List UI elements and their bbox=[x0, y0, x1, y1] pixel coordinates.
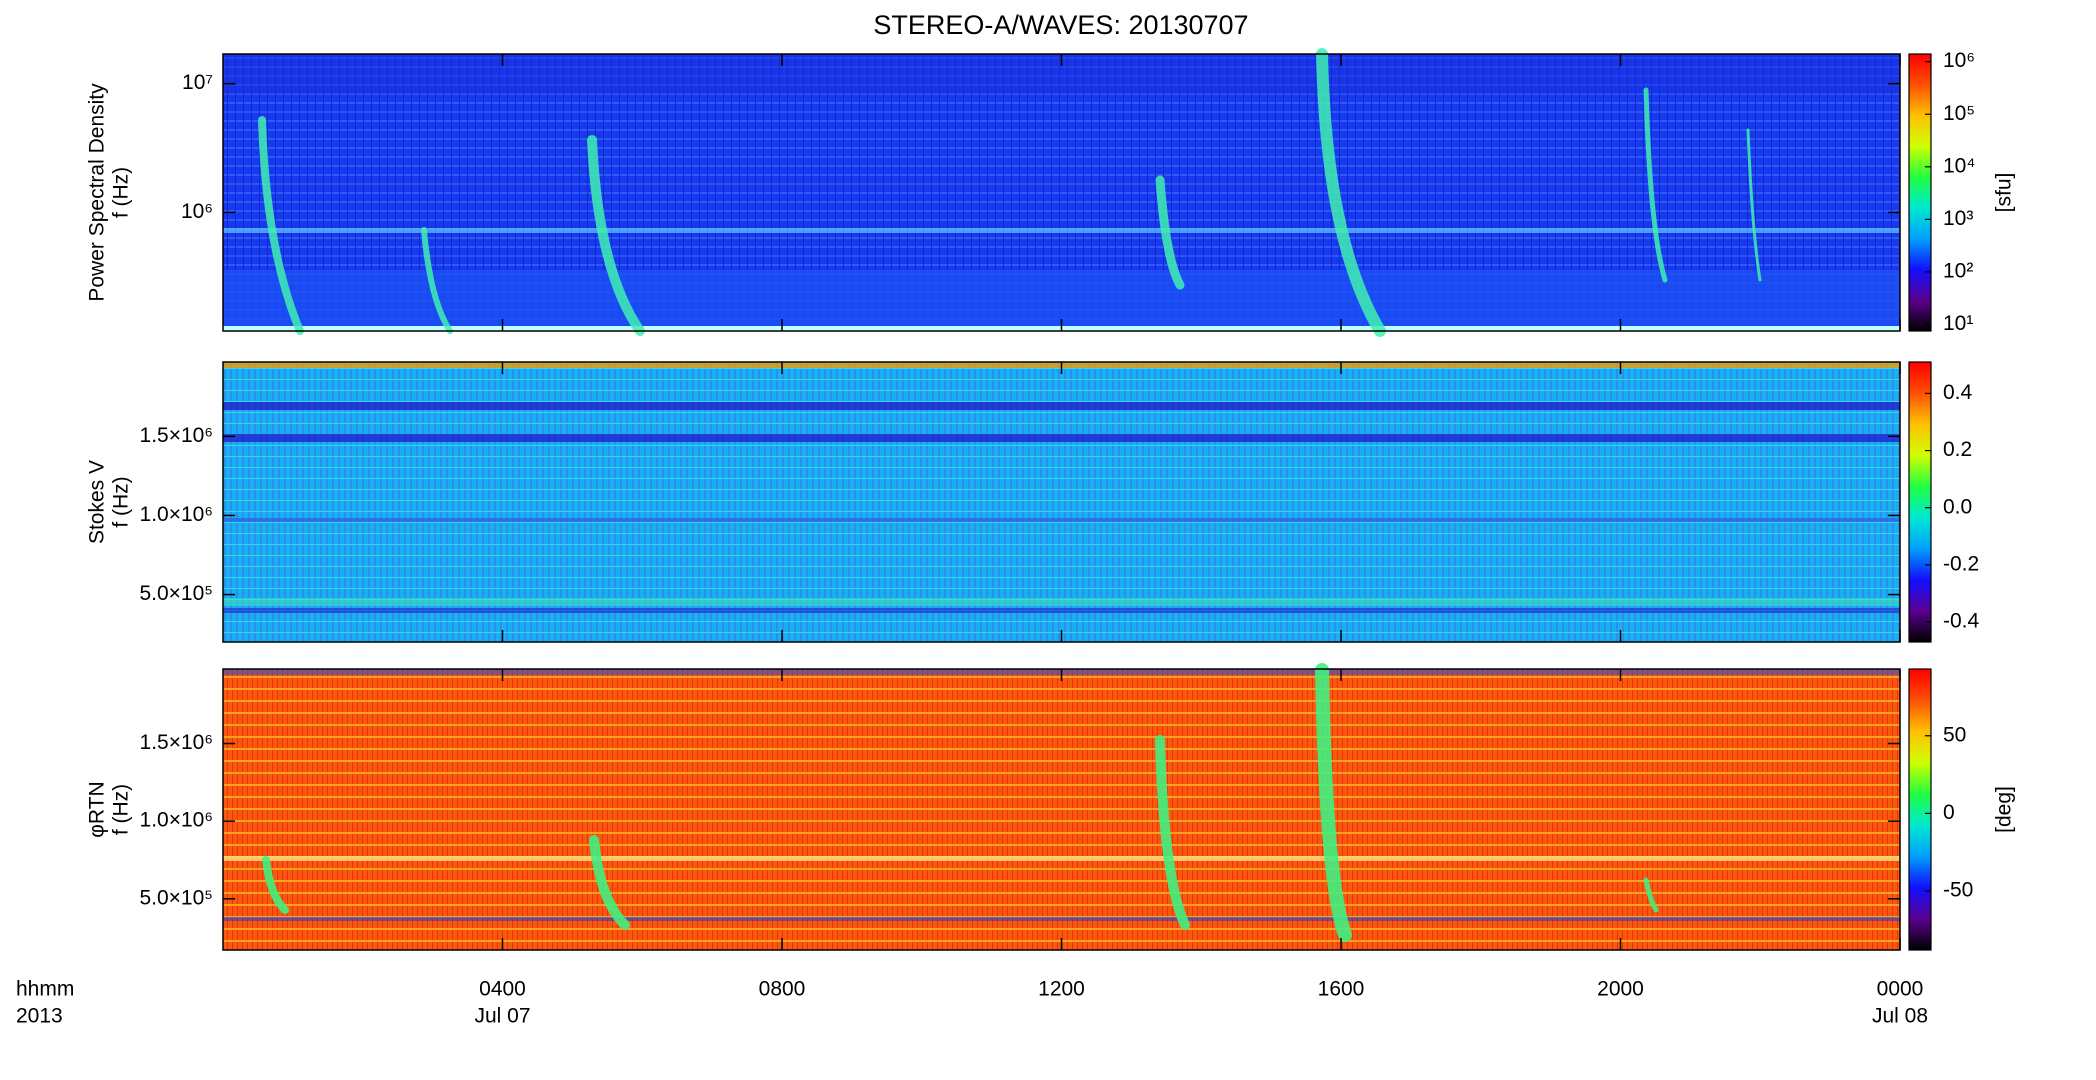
x-tick-label: 0400 bbox=[479, 978, 526, 1001]
x-tick-label: 1600 bbox=[1318, 978, 1365, 1001]
colorbar-tick-label: -50 bbox=[1943, 879, 1973, 902]
colorbar-tick-label: 0.0 bbox=[1943, 495, 1972, 518]
chart-title: STEREO-A/WAVES: 20130707 bbox=[873, 10, 1248, 40]
x-axis-label: 2013 bbox=[16, 1005, 63, 1028]
colorbar-label: [deg] bbox=[1993, 786, 2016, 833]
colorbar-tick-label: 0.2 bbox=[1943, 438, 1972, 461]
colorbar bbox=[1908, 361, 1932, 643]
x-date-label: Jul 07 bbox=[474, 1005, 530, 1028]
y-tick-label: 10⁶ bbox=[181, 200, 213, 223]
x-tick-label: 1200 bbox=[1038, 978, 1085, 1001]
y-tick-label: 1.5×10⁶ bbox=[140, 731, 213, 754]
y-tick-label: 5.0×10⁵ bbox=[139, 886, 213, 909]
colorbar-tick-label: -0.4 bbox=[1943, 610, 1980, 633]
colorbar-tick-label: -0.2 bbox=[1943, 552, 1979, 575]
x-axis-label: hhmm bbox=[16, 978, 74, 1001]
colorbar-tick-label: 10¹ bbox=[1943, 312, 1973, 335]
colorbar-tick-label: 10³ bbox=[1943, 207, 1973, 230]
y-axis-label: f (Hz) bbox=[110, 784, 133, 835]
y-tick-label: 10⁷ bbox=[182, 71, 213, 94]
y-axis-label: Stokes V bbox=[86, 460, 109, 544]
y-tick-label: 1.0×10⁶ bbox=[140, 503, 213, 526]
colorbar-tick-label: 10² bbox=[1943, 259, 1973, 282]
y-tick-label: 1.0×10⁶ bbox=[140, 809, 213, 832]
colorbar bbox=[1908, 668, 1932, 951]
colorbar-tick-label: 50 bbox=[1943, 723, 1966, 746]
x-tick-label: 0000 bbox=[1877, 978, 1924, 1001]
x-tick-label: 0800 bbox=[759, 978, 806, 1001]
y-tick-label: 5.0×10⁵ bbox=[139, 582, 213, 605]
y-axis-label: φRTN bbox=[86, 781, 109, 837]
colorbar-tick-label: 10⁶ bbox=[1943, 49, 1975, 72]
colorbar bbox=[1908, 53, 1932, 332]
x-tick-label: 2000 bbox=[1597, 978, 1644, 1001]
y-axis-label: Power Spectral Density bbox=[86, 83, 109, 302]
x-date-label: Jul 08 bbox=[1872, 1005, 1928, 1028]
colorbar-tick-label: 0 bbox=[1943, 801, 1955, 824]
colorbar-tick-label: 10⁵ bbox=[1943, 102, 1975, 125]
colorbar-tick-label: 10⁴ bbox=[1943, 154, 1975, 177]
spectrogram-image bbox=[223, 48, 1900, 950]
y-tick-label: 1.5×10⁶ bbox=[140, 424, 213, 447]
y-axis-label: f (Hz) bbox=[110, 476, 133, 527]
y-axis-label: f (Hz) bbox=[110, 167, 133, 218]
colorbar-label: [sfu] bbox=[1993, 173, 2016, 213]
colorbar-tick-label: 0.4 bbox=[1943, 381, 1973, 404]
